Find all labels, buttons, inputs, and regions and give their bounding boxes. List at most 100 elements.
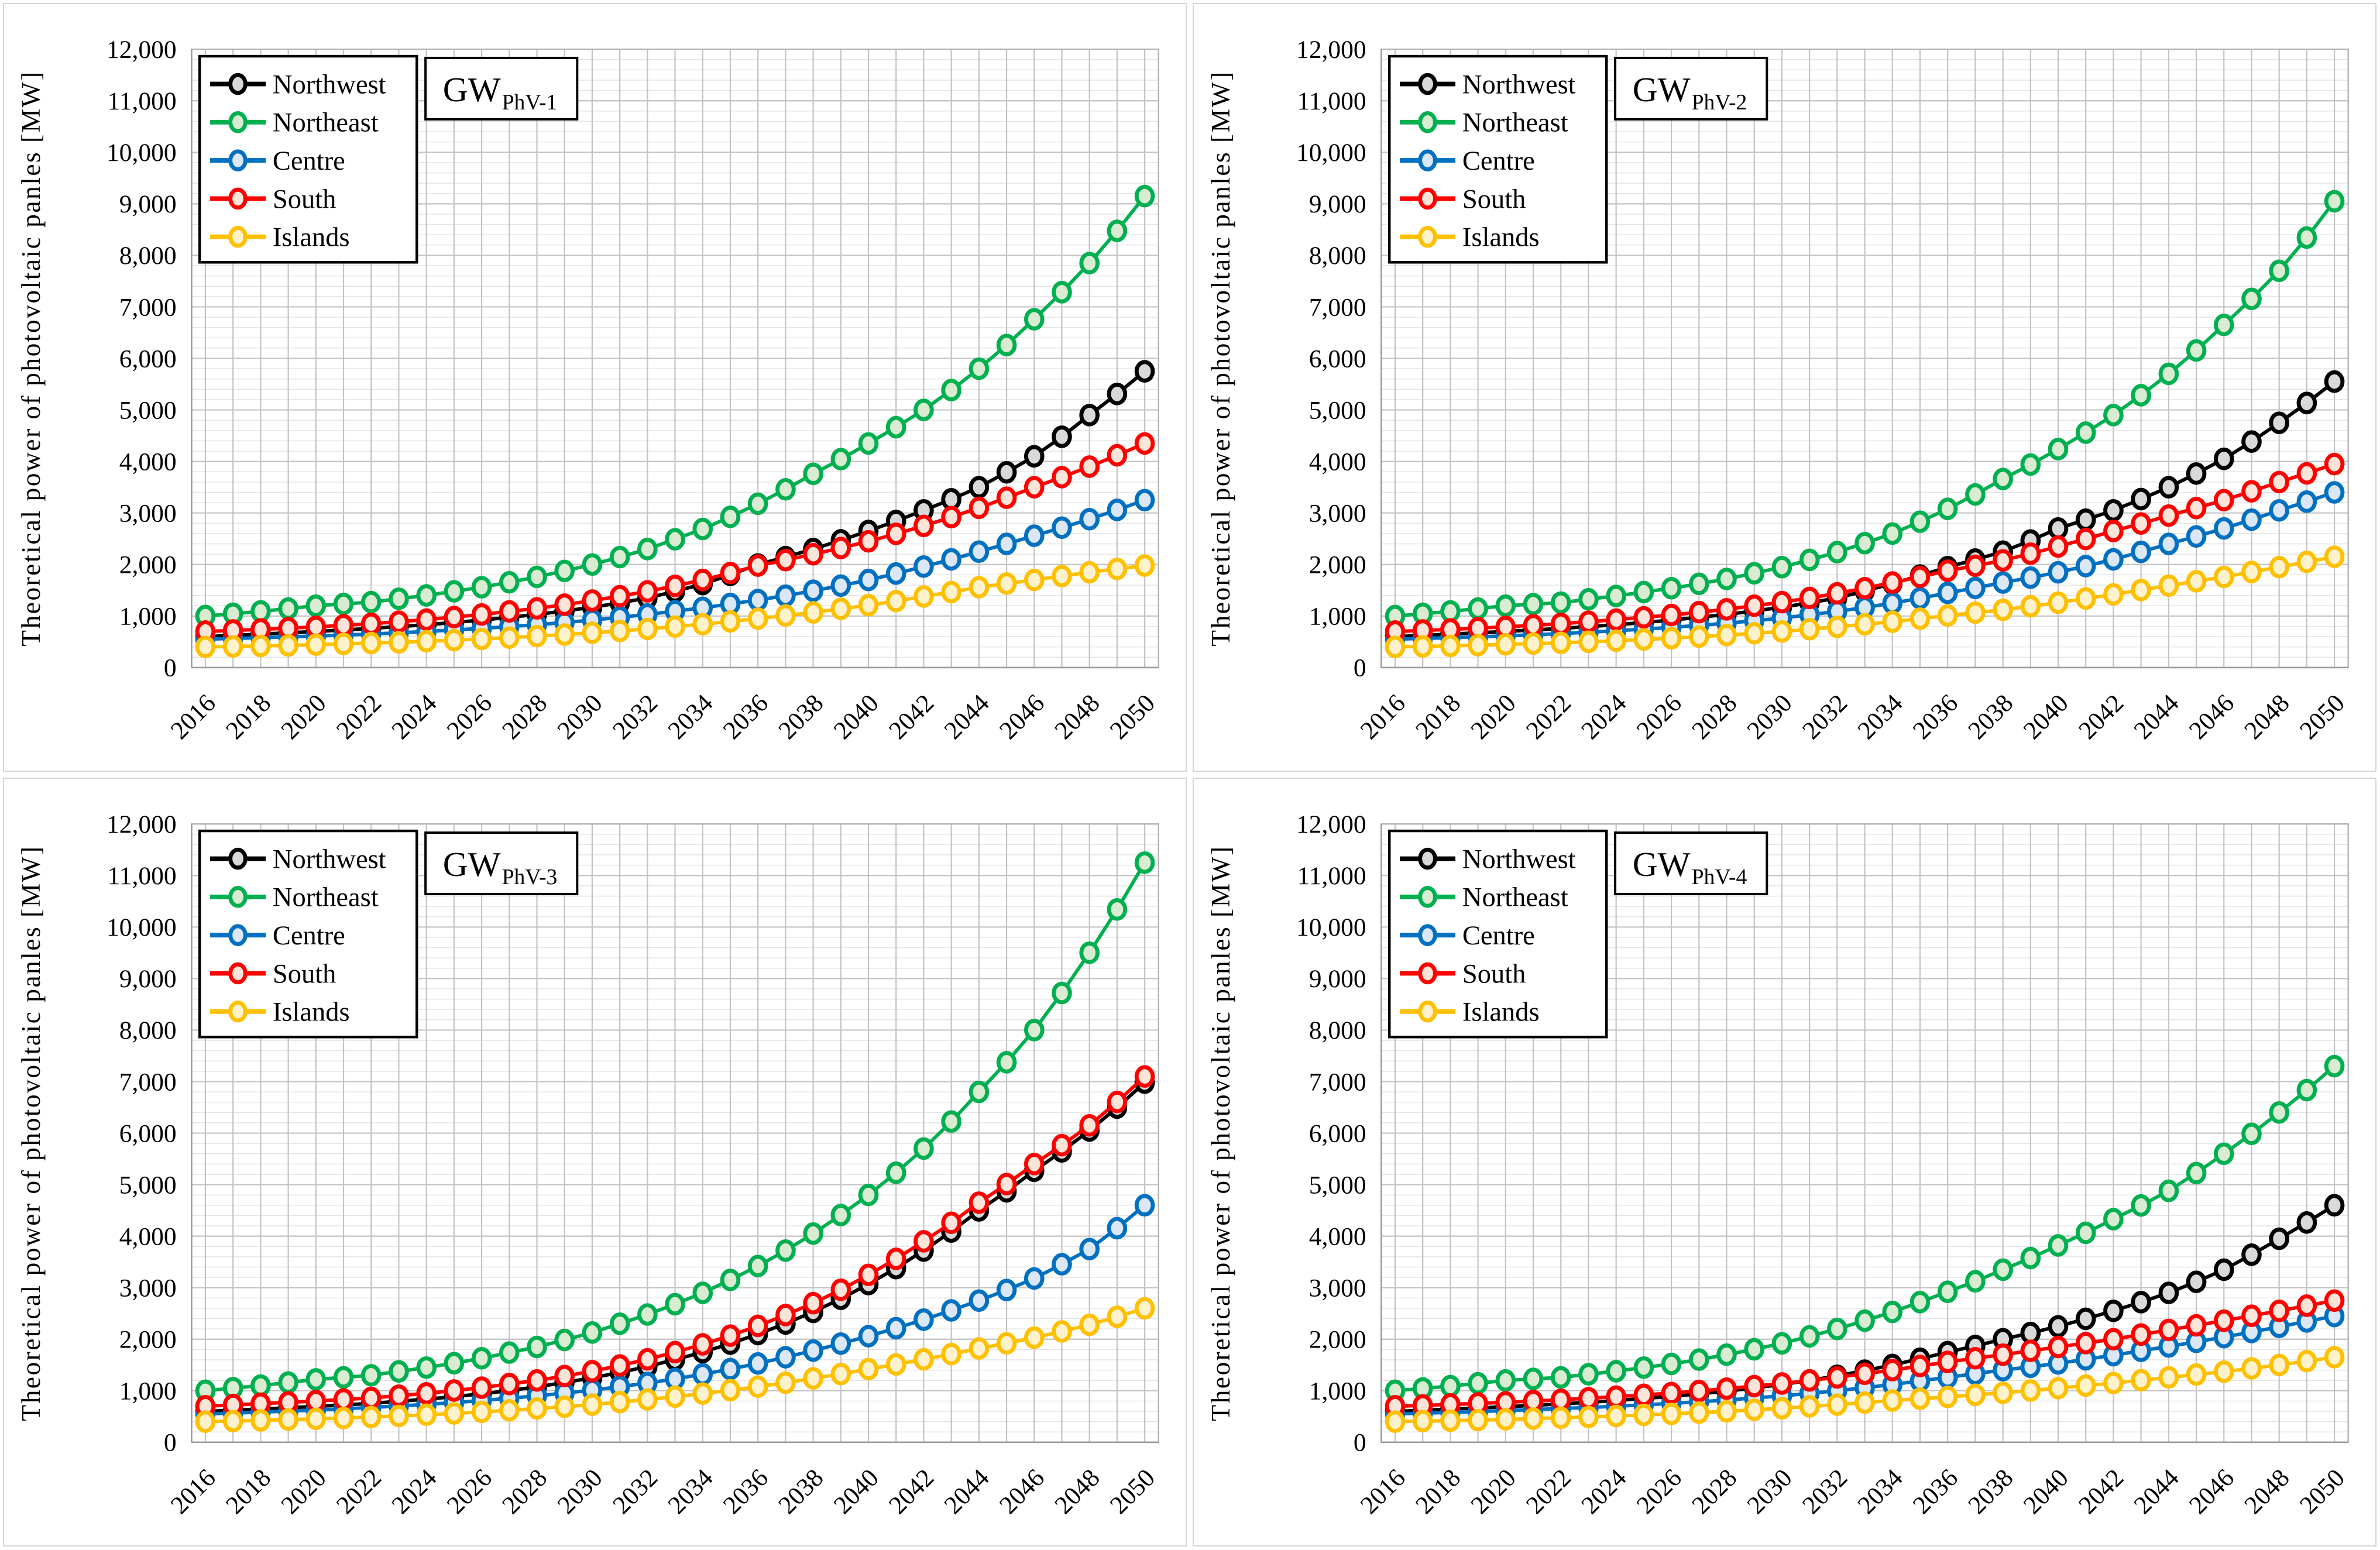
data-point-marker [941,548,961,571]
data-point-marker [1134,851,1155,874]
y-tick-label: 8,000 [119,242,177,270]
data-point-marker [360,1405,382,1429]
data-point-marker [803,1222,823,1245]
y-tick-label: 12,000 [1296,810,1366,838]
series-south [1385,1289,2345,1418]
y-tick-label: 2,000 [1309,1326,1366,1354]
data-point-marker [1661,627,1682,650]
data-point-marker [830,1362,851,1386]
legend-item-islands: Islands [210,223,350,253]
data-point-marker [444,1402,465,1425]
data-point-marker [1606,1404,1626,1428]
y-tick-label: 7,000 [119,293,177,321]
data-point-marker [2213,517,2234,540]
data-point-marker [1937,559,1958,582]
legend-marker-icon [228,847,248,870]
data-point-marker [747,492,768,515]
data-point-marker [996,1332,1017,1355]
y-tick-label: 10,000 [107,913,177,941]
legend-marker-icon [1418,962,1437,985]
y-tick-label: 11,000 [108,862,177,890]
y-tick-label: 7,000 [119,1068,177,1096]
y-tick-label: 1,000 [1309,603,1366,631]
panel-label-box: GWPhV-3 [424,831,579,895]
data-point-marker [720,610,741,633]
data-point-marker [1771,590,1792,614]
legend-label: Northeast [1462,108,1568,138]
legend-label: Islands [1462,223,1540,253]
chart-panel-gw-phv-4: 0 1,000 2,000 3,000 4,000 5,000 6,000 7,000 8,00… [1193,778,2376,1546]
data-point-marker [305,633,327,656]
data-point-marker [1910,1387,1931,1410]
data-point-marker [1550,1366,1571,1389]
data-point-marker [554,1365,575,1387]
legend: Northwest Northeast Centre South Islands [198,54,418,264]
legend: Northwest Northeast Centre South Islands [1388,829,1608,1039]
data-point-marker [1079,455,1100,478]
legend-marker-icon [1418,73,1437,95]
data-point-marker [250,600,271,623]
data-point-marker [1606,1360,1626,1383]
data-point-marker [2158,1366,2179,1389]
data-point-marker [1550,591,1571,614]
chart-panel-gw-phv-3: 0 1,000 2,000 3,000 4,000 5,000 6,000 7,000 8,00… [3,778,1187,1546]
data-point-marker [996,1279,1017,1301]
data-point-marker [775,1304,796,1326]
data-point-marker [609,620,630,642]
panel-label: GWPhV-2 [1633,70,1747,115]
panel-label: GWPhV-3 [443,845,558,889]
y-tick-label: 4,000 [1309,1222,1366,1250]
data-point-marker [1716,1400,1737,1423]
data-point-marker [1107,1305,1128,1328]
chart-panel-gw-phv-2: 0 1,000 2,000 3,000 4,000 5,000 6,000 7,000 8,00… [1193,3,2376,772]
data-point-marker [996,460,1017,484]
data-point-marker [720,1269,741,1291]
data-point-marker [2296,462,2317,485]
y-tick-label: 2,000 [119,551,177,579]
data-point-marker [1079,404,1100,427]
data-point-marker [1633,1403,1654,1427]
y-tick-label: 3,000 [119,1274,177,1302]
data-point-marker [1937,497,1958,520]
data-point-marker [1052,425,1072,448]
y-tick-label: 8,000 [119,1016,177,1044]
data-point-marker [609,585,630,608]
data-point-marker [1052,981,1072,1005]
data-point-marker [1079,561,1100,584]
data-point-marker [941,580,961,604]
data-point-marker [2269,1299,2289,1322]
data-point-marker [2296,1078,2317,1102]
data-point-marker [2324,1054,2345,1078]
data-point-marker [996,532,1017,555]
y-tick-label: 7,000 [1309,293,1366,321]
data-point-marker [554,623,575,646]
data-point-marker [803,1339,823,1362]
y-tick-label: 3,000 [119,500,177,528]
y-tick-label: 9,000 [119,190,177,218]
data-point-marker [1024,308,1045,331]
data-point-marker [1882,592,1903,615]
legend-label: Islands [273,998,350,1027]
data-point-marker [2048,1377,2069,1400]
data-point-marker [1965,483,1986,506]
legend-marker-icon [1418,187,1437,210]
data-point-marker [582,1360,603,1383]
data-point-marker [1079,1238,1100,1261]
data-point-marker [913,398,934,421]
data-point-marker [941,1299,961,1322]
data-point-marker [803,601,823,624]
chart-svg: 0 1,000 2,000 3,000 4,000 5,000 6,000 7,000 8,00… [1196,4,2374,771]
data-point-marker [2213,313,2234,336]
chart-svg: 0 1,000 2,000 3,000 4,000 5,000 6,000 7,000 8,00… [1196,779,2374,1545]
data-point-marker [1440,634,1461,658]
data-point-marker [2269,259,2289,283]
data-point-marker [471,603,492,626]
legend-label: Islands [1462,998,1540,1027]
data-point-marker [692,1333,713,1356]
data-point-marker [2048,1335,2069,1359]
data-point-marker [416,608,437,631]
legend-marker-icon [1418,847,1437,870]
legend-marker-icon [228,225,248,248]
legend-label: Northeast [273,883,379,913]
data-point-marker [2241,1357,2262,1380]
